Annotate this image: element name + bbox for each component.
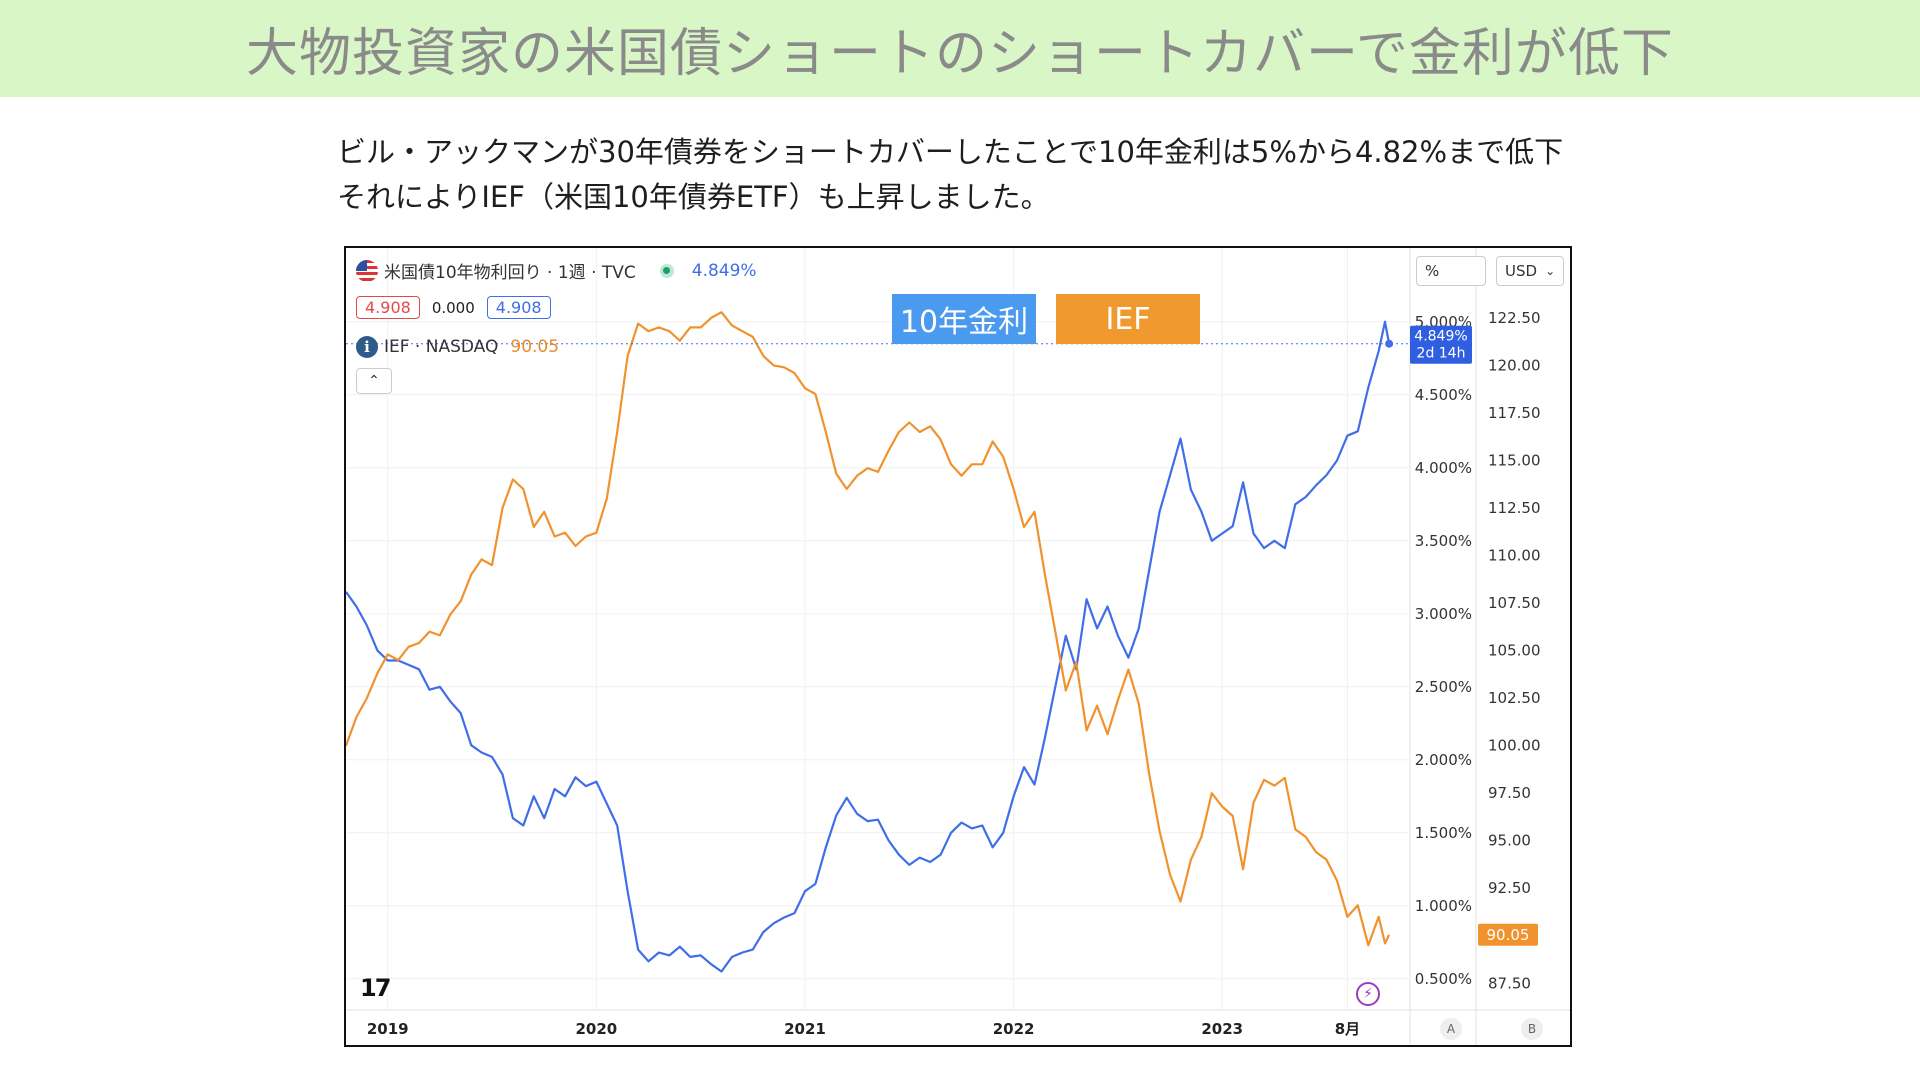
y-usd-tick-label: 95.00 xyxy=(1488,832,1531,850)
y-pct-tick-label: 4.500% xyxy=(1415,386,1472,404)
legend-series-1[interactable]: 米国債10年物利回り · 1週 · TVC 4.849% xyxy=(356,258,757,283)
legend-pill-left: 4.908 xyxy=(356,296,420,319)
market-status-icon xyxy=(659,263,674,278)
y-usd-tick-label: 117.50 xyxy=(1488,404,1541,422)
y-pct-tick-label: 3.000% xyxy=(1415,605,1472,623)
y-usd-tick-label: 105.00 xyxy=(1488,642,1541,660)
legend-pill-right: 4.908 xyxy=(486,296,551,319)
x-tick-label: 8月 xyxy=(1335,1020,1360,1038)
chevron-down-icon: ⌄ xyxy=(1545,264,1556,278)
x-tick-label: 2023 xyxy=(1201,1020,1243,1038)
ief-last-tag xyxy=(1478,923,1538,946)
y-pct-tick-label: 1.000% xyxy=(1415,897,1472,915)
y-usd-tick-label: 100.00 xyxy=(1488,737,1541,755)
x-tick-label: 2019 xyxy=(367,1020,409,1038)
overlay-label-yield: 10年金利 xyxy=(892,294,1036,344)
collapse-legend-button[interactable]: ⌃ xyxy=(356,368,392,394)
chart-frame: 2019 2020 2021 2022 2023 8月 5.000% 4.500% 4.000%… xyxy=(344,246,1572,1047)
y-pct-tick-label: 4.000% xyxy=(1415,459,1472,477)
y-usd-tick-label: 122.50 xyxy=(1488,309,1541,327)
legend-series-1-title: 米国債10年物利回り · 1週 · TVC xyxy=(384,263,636,283)
us-flag-icon xyxy=(356,259,378,282)
legend-ohlc-row: 4.908 0.000 4.908 xyxy=(356,296,563,319)
y-usd-tick-label: 92.50 xyxy=(1488,879,1531,897)
y-usd-tick-label: 107.50 xyxy=(1488,594,1541,612)
y-usd-tick-label: 110.00 xyxy=(1488,547,1541,565)
yield-last-tag-countdown: 2d 14h xyxy=(1417,346,1466,362)
legend-pill-mid: 0.000 xyxy=(431,298,475,317)
y-usd-tick-label: 97.50 xyxy=(1488,784,1531,802)
y-usd-tick-label: 102.50 xyxy=(1488,689,1541,707)
y-pct-tick-label: 3.500% xyxy=(1415,532,1472,550)
y-pct-tick-label: 0.500% xyxy=(1415,970,1472,988)
percent-unit-button[interactable]: % xyxy=(1416,256,1486,286)
y-pct-tick-label: 2.000% xyxy=(1415,751,1472,769)
title-banner: 大物投資家の米国債ショートのショートカバーで金利が低下 xyxy=(0,0,1920,97)
y-pct-tick-label: 1.500% xyxy=(1415,824,1472,842)
legend-series-1-value: 4.849% xyxy=(691,260,757,281)
chart-svg: 2019 2020 2021 2022 2023 8月5.000%4.500%4.000%… xyxy=(346,248,1570,1045)
y-usd-tick-label: 120.00 xyxy=(1488,356,1541,374)
description-line-2: それによりIEF（米国10年債券ETF）も上昇しました。 xyxy=(337,180,1050,214)
y-pct-tick-label: 2.500% xyxy=(1415,678,1472,696)
page-title: 大物投資家の米国債ショートのショートカバーで金利が低下 xyxy=(246,24,1674,84)
legend-series-2[interactable]: i IEF · NASDAQ 90.05 xyxy=(356,336,559,358)
yield-last-point xyxy=(1385,339,1394,348)
chevron-up-icon: ⌃ xyxy=(368,373,380,389)
legend-series-2-value: 90.05 xyxy=(510,337,560,357)
percent-unit-label: % xyxy=(1425,262,1440,280)
x-tick-label: 2022 xyxy=(993,1020,1035,1038)
description: ビル・アックマンが30年債券をショートカバーしたことで10年金利は5%から4.8… xyxy=(337,130,1563,220)
ief-series-line xyxy=(346,311,1391,947)
x-tick-label: 2021 xyxy=(784,1020,826,1038)
yield-last-tag xyxy=(1410,325,1472,364)
axis-a-button[interactable]: A xyxy=(1440,1018,1462,1040)
lightning-icon[interactable]: ⚡ xyxy=(1356,982,1380,1006)
yield-series-line xyxy=(346,320,1391,973)
info-icon[interactable]: i xyxy=(356,336,378,358)
overlay-label-ief: IEF xyxy=(1056,294,1200,344)
tradingview-logo-icon: 17 xyxy=(360,974,391,1002)
yield-last-tag-value: 4.849% xyxy=(1414,329,1467,345)
axis-b-button[interactable]: B xyxy=(1521,1018,1543,1040)
legend-series-2-title: IEF · NASDAQ xyxy=(384,337,499,357)
y-usd-tick-label: 112.50 xyxy=(1488,499,1541,517)
ief-last-tag-value: 90.05 xyxy=(1487,926,1530,944)
currency-label: USD xyxy=(1505,262,1538,280)
description-line-1: ビル・アックマンが30年債券をショートカバーしたことで10年金利は5%から4.8… xyxy=(337,135,1564,169)
y-usd-tick-label: 87.50 xyxy=(1488,974,1531,992)
currency-select[interactable]: USD ⌄ xyxy=(1496,256,1564,286)
x-tick-label: 2020 xyxy=(575,1020,617,1038)
y-usd-tick-label: 115.00 xyxy=(1488,452,1541,470)
